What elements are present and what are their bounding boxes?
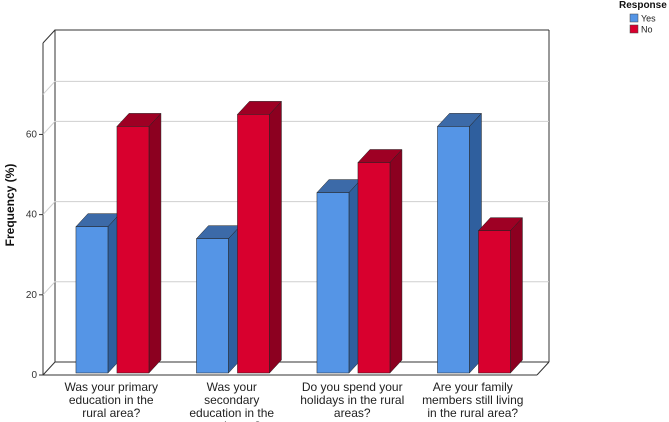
top-left-connector <box>42 29 56 44</box>
floor-left-edge <box>42 361 56 376</box>
y-tick-label: 0 <box>31 370 37 381</box>
category-label: Do you spend your holidays in the rural ar… <box>300 380 404 420</box>
bar-no-side <box>389 148 403 374</box>
bar-yes <box>196 238 229 374</box>
category-label-line: education in the <box>69 393 154 407</box>
category-label: Was your primary education in the rural ar… <box>64 380 158 420</box>
bar-no <box>116 126 150 374</box>
gridline <box>42 120 549 135</box>
category-label-line: members still living <box>422 393 523 407</box>
bar-no-side <box>510 217 523 374</box>
category-label-line: Was your <box>207 380 257 394</box>
category-label-line: Do you spend your <box>302 380 403 394</box>
legend-label-yes: Yes <box>641 14 656 24</box>
bar-yes <box>437 126 470 374</box>
y-tick-label: 20 <box>26 290 38 301</box>
category-label: Are your family members still living in th… <box>422 380 523 420</box>
legend-swatch-yes <box>629 13 639 23</box>
y-axis-label: Frequency (%) <box>3 164 17 247</box>
category-label-line: Are your family <box>433 380 513 394</box>
gridline <box>42 80 549 95</box>
category-labels: Was your primary education in the rural ar… <box>64 380 523 422</box>
y-tick-label: 60 <box>26 129 38 140</box>
bars <box>75 100 524 374</box>
bar-no <box>357 162 391 374</box>
bar-no-side <box>148 112 162 374</box>
category-label-line: in the rural area? <box>427 406 518 420</box>
category-label-line: rural area? <box>82 406 140 420</box>
category-label-line: secondary <box>204 393 259 407</box>
category-label-line: holidays in the rural <box>300 393 404 407</box>
bar-no-side <box>269 100 282 374</box>
bar-yes <box>75 226 109 374</box>
y-tick-label: 40 <box>26 210 38 221</box>
legend-label-no: No <box>641 25 653 35</box>
category-label-line: education in the <box>189 406 274 420</box>
bar-no <box>237 114 270 374</box>
legend-swatch-no <box>629 24 639 34</box>
bar-no <box>478 230 511 374</box>
floor-right-edge <box>536 361 550 376</box>
legend-title: Response <box>619 0 667 11</box>
y-axis-ticks: 0 20 40 60 <box>26 129 43 381</box>
category-label-line: rural area? <box>203 419 261 422</box>
category-label-line: areas? <box>334 406 371 420</box>
category-label-line: Was your primary <box>64 380 158 394</box>
bar-yes <box>316 192 350 374</box>
